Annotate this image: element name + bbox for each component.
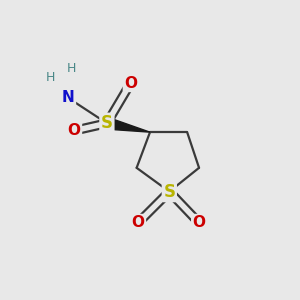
Text: S: S xyxy=(163,183,175,201)
Polygon shape xyxy=(106,117,150,132)
Text: N: N xyxy=(62,91,75,106)
Text: S: S xyxy=(101,114,113,132)
Text: H: H xyxy=(67,62,76,75)
Text: O: O xyxy=(193,215,206,230)
Text: O: O xyxy=(124,76,137,91)
Text: O: O xyxy=(132,215,145,230)
Text: O: O xyxy=(68,123,81,138)
Text: H: H xyxy=(46,71,55,84)
